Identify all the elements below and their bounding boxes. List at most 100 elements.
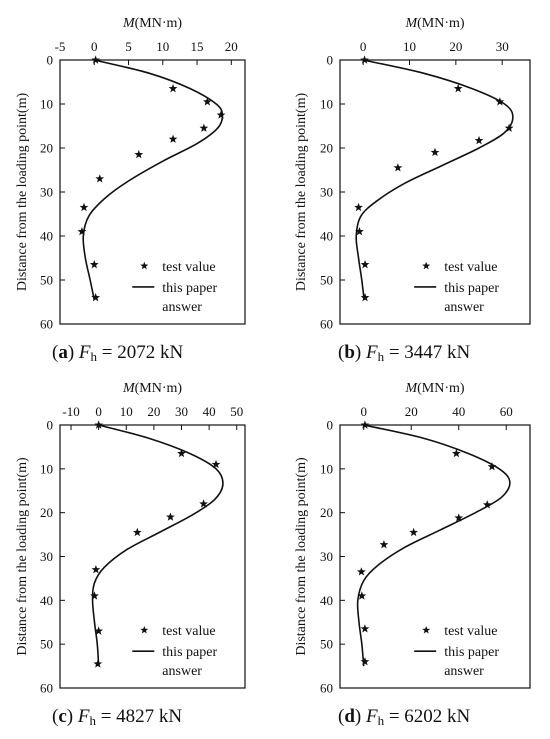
legend-star-marker	[140, 625, 149, 634]
test-value-point	[77, 227, 87, 236]
test-value-point	[199, 499, 208, 508]
y-tick-label: 50	[40, 637, 53, 652]
test-value-point	[474, 135, 484, 145]
test-value-point	[453, 84, 463, 93]
y-tick-label: 20	[320, 505, 333, 520]
test-value-point	[168, 134, 178, 143]
test-value-point	[199, 123, 209, 132]
x-tick-label: 0	[360, 39, 367, 54]
x-tick-label: -10	[62, 404, 79, 419]
y-tick-label: 50	[320, 637, 333, 652]
y-axis-title: Distance from the loading point(m)	[15, 457, 30, 656]
test-value-point	[393, 163, 403, 172]
legend-label-test-value: test value	[162, 624, 215, 639]
y-tick-label: 20	[40, 505, 53, 520]
x-tick-label: 50	[230, 404, 243, 419]
test-value-point	[93, 659, 103, 668]
x-axis-title: M(MN·m)	[404, 16, 464, 31]
x-tick-label: 20	[225, 39, 238, 54]
test-value-point	[495, 97, 505, 106]
test-value-point	[357, 591, 367, 600]
y-axis-title: Distance from the loading point(m)	[294, 457, 309, 656]
test-value-point	[89, 260, 99, 269]
test-value-point	[91, 293, 100, 302]
test-value-point	[360, 657, 370, 666]
legend-label-this-paper: this paper	[444, 281, 499, 296]
test-value-point	[357, 567, 366, 576]
calculated-curve	[91, 424, 224, 667]
panel-caption: (d) Fh = 6202 kN	[338, 706, 471, 728]
y-axis-title: Distance from the loading point(m)	[15, 93, 30, 292]
chart-panel-b: 0 10 20 30 0 10 20 30 40 50 60 M(MN·m) Distance from…	[294, 16, 531, 364]
plot-frame	[59, 59, 246, 325]
y-tick-label: 0	[327, 418, 334, 433]
legend-label-answer: answer	[162, 300, 202, 315]
y-tick-label: 50	[320, 273, 333, 288]
x-tick-label: 0	[361, 404, 368, 419]
y-tick-label: 40	[40, 593, 53, 608]
x-tick-label: 10	[403, 39, 416, 54]
y-tick-label: 30	[40, 185, 53, 200]
legend-label-this-paper: this paper	[162, 645, 217, 660]
test-value-point	[360, 624, 370, 633]
test-value-point	[79, 202, 89, 212]
y-tick-label: 20	[320, 141, 333, 156]
x-tick-label: 0	[95, 404, 102, 419]
x-tick-label: 0	[91, 39, 98, 54]
legend-label-test-value: test value	[444, 260, 497, 275]
x-axis-title: M(MN·m)	[404, 381, 464, 396]
y-tick-label: 60	[40, 681, 53, 696]
test-value-point	[132, 527, 142, 537]
legend-star-marker	[422, 261, 431, 270]
x-tick-label: 5	[125, 39, 132, 54]
plot-frame	[339, 59, 531, 325]
test-value-point	[360, 55, 369, 64]
test-value-point	[454, 513, 464, 522]
test-value-point	[504, 123, 514, 132]
legend-label-this-paper: this paper	[162, 281, 217, 296]
test-value-point	[360, 293, 370, 302]
y-tick-label: 10	[40, 461, 53, 476]
x-tick-label: 40	[203, 404, 216, 419]
test-value-point	[202, 97, 212, 106]
test-value-point	[354, 202, 363, 212]
test-value-point	[355, 227, 364, 236]
legend-label-this-paper: this paper	[444, 645, 499, 660]
y-tick-label: 30	[320, 549, 333, 564]
test-value-point	[211, 459, 221, 469]
x-tick-label: 30	[496, 39, 509, 54]
test-value-point	[216, 110, 226, 119]
x-tick-label: 10	[120, 404, 133, 419]
y-tick-label: 20	[40, 141, 53, 156]
test-value-point	[177, 448, 186, 458]
x-tick-label: -5	[55, 39, 66, 54]
y-tick-label: 0	[47, 418, 54, 433]
y-tick-label: 40	[320, 593, 333, 608]
y-tick-label: 10	[320, 461, 333, 476]
test-value-point	[95, 174, 105, 183]
x-tick-label: 15	[191, 39, 204, 54]
test-value-point	[94, 420, 104, 429]
test-value-point	[482, 500, 492, 509]
legend-label-answer: answer	[162, 664, 202, 679]
test-value-point	[452, 448, 461, 458]
x-tick-label: 20	[147, 404, 160, 419]
y-tick-label: 40	[40, 229, 53, 244]
test-value-point	[360, 420, 370, 429]
calculated-curve	[356, 424, 511, 667]
calculated-curve	[82, 59, 224, 300]
test-value-point	[94, 626, 104, 635]
test-value-point	[409, 527, 418, 537]
test-value-point	[360, 260, 370, 269]
x-tick-label: 10	[156, 39, 169, 54]
x-tick-label: 20	[405, 404, 418, 419]
legend-label-test-value: test value	[444, 624, 497, 639]
panel-caption: (b) Fh = 3447 kN	[338, 342, 471, 364]
test-value-point	[379, 540, 389, 549]
test-value-point	[91, 55, 100, 64]
y-tick-label: 0	[327, 53, 334, 68]
chart-panel-d: 0 20 40 60 0 10 20 30 40 50 60 M(MN·m) Distance from…	[294, 381, 531, 728]
legend-label-answer: answer	[444, 300, 484, 315]
